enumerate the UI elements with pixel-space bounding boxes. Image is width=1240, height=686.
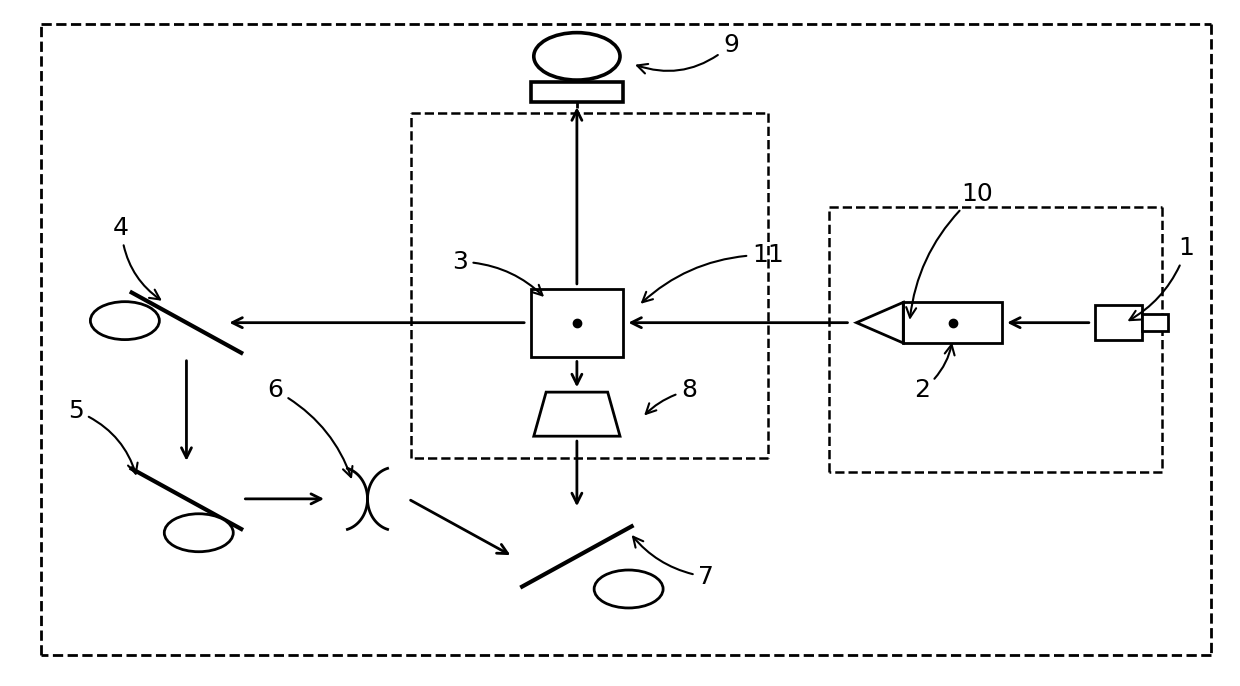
Bar — [531, 289, 622, 357]
Text: 3: 3 — [451, 250, 542, 296]
Bar — [1142, 314, 1168, 331]
Bar — [1095, 305, 1142, 340]
Circle shape — [533, 33, 620, 80]
Text: 10: 10 — [906, 182, 993, 318]
Text: 11: 11 — [642, 243, 784, 303]
Text: 7: 7 — [634, 536, 714, 589]
Polygon shape — [857, 303, 903, 343]
Text: 1: 1 — [1130, 236, 1194, 320]
Text: 9: 9 — [637, 33, 739, 73]
Polygon shape — [533, 392, 620, 436]
Circle shape — [91, 302, 160, 340]
Text: 8: 8 — [646, 379, 697, 414]
Bar — [531, 82, 622, 102]
Circle shape — [164, 514, 233, 552]
Text: 5: 5 — [68, 399, 138, 473]
Bar — [903, 303, 1002, 343]
Text: 2: 2 — [914, 344, 955, 403]
Text: 6: 6 — [267, 379, 352, 477]
Circle shape — [594, 570, 663, 608]
Text: 4: 4 — [113, 216, 160, 300]
